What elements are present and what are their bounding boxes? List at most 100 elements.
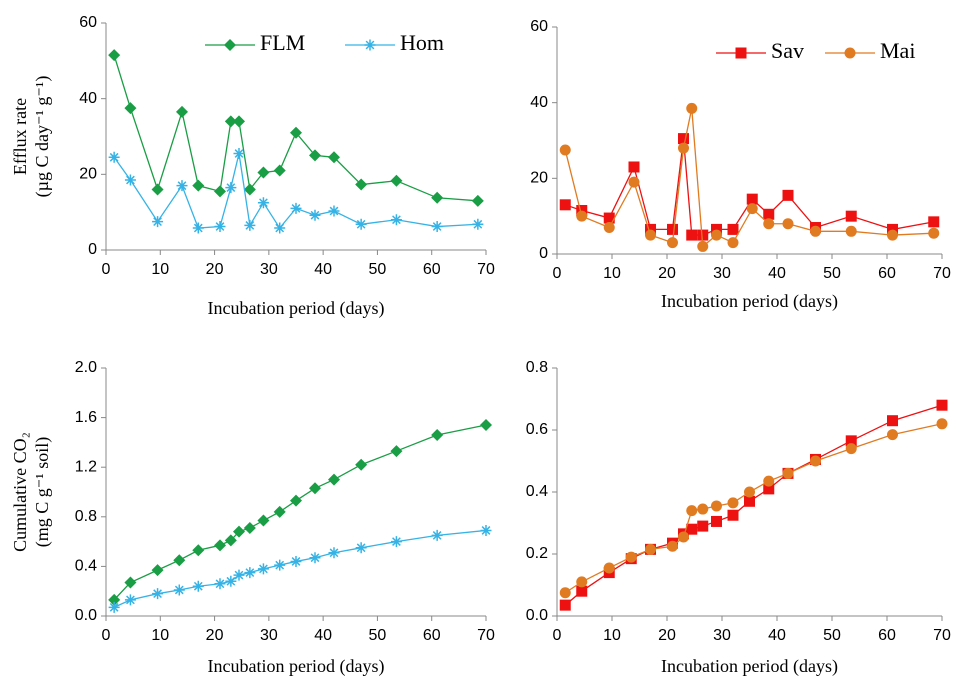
marker <box>124 576 137 589</box>
marker <box>559 144 571 156</box>
y-tick-label: 20 <box>530 170 548 187</box>
y-tick-label: 60 <box>530 18 548 35</box>
marker <box>152 216 164 228</box>
marker <box>782 189 794 201</box>
marker <box>559 199 571 211</box>
marker <box>887 223 898 235</box>
marker <box>192 179 205 192</box>
marker <box>176 180 188 192</box>
marker <box>152 588 164 600</box>
y-tick-label: 0.8 <box>75 508 97 525</box>
marker <box>625 551 637 563</box>
marker <box>108 151 120 163</box>
x-tick-label: 50 <box>369 261 387 278</box>
marker <box>124 174 136 186</box>
marker <box>645 543 656 555</box>
x-tick-label: 70 <box>933 265 951 282</box>
marker <box>727 223 739 235</box>
y-tick-label: 1.2 <box>75 458 97 475</box>
x-tick-label: 20 <box>206 261 224 278</box>
series-line <box>565 138 934 236</box>
x-tick-label: 10 <box>603 265 621 282</box>
marker <box>364 39 376 51</box>
marker <box>678 531 689 543</box>
x-axis-label: Incubation period (days) <box>661 656 838 677</box>
x-tick-label: 60 <box>423 261 441 278</box>
marker <box>645 229 656 241</box>
y-tick-label: 0.2 <box>526 545 548 562</box>
x-tick-label: 50 <box>823 627 841 644</box>
marker <box>328 151 340 164</box>
y-tick-label: 0 <box>539 245 548 262</box>
marker <box>151 183 164 196</box>
marker <box>390 536 402 548</box>
x-tick-label: 40 <box>768 627 786 644</box>
marker <box>744 486 755 498</box>
marker <box>124 102 137 115</box>
marker <box>431 428 444 441</box>
marker <box>845 435 857 447</box>
marker <box>697 240 709 252</box>
x-tick-label: 30 <box>260 261 278 278</box>
marker <box>576 204 588 216</box>
x-tick-label: 20 <box>658 627 676 644</box>
x-axis-label: Incubation period (days) <box>661 291 838 312</box>
marker <box>108 49 121 62</box>
marker <box>559 587 571 599</box>
marker <box>628 176 640 188</box>
marker <box>603 212 615 224</box>
marker <box>309 482 321 495</box>
x-tick-label: 10 <box>151 627 169 644</box>
marker <box>273 164 286 177</box>
marker <box>173 554 186 567</box>
marker <box>844 47 856 59</box>
x-axis-label: Incubation period (days) <box>208 656 385 677</box>
x-tick-label: 70 <box>477 627 495 644</box>
marker <box>257 563 269 575</box>
y-axis-label: Efflux rate <box>10 98 30 175</box>
marker <box>686 102 698 114</box>
marker <box>727 237 739 249</box>
marker <box>576 585 588 597</box>
marker <box>309 552 321 564</box>
marker <box>108 593 121 606</box>
marker <box>763 218 775 230</box>
marker <box>290 555 302 567</box>
marker <box>928 216 940 228</box>
x-tick-label: 40 <box>768 265 786 282</box>
marker <box>431 191 444 204</box>
marker <box>214 185 226 198</box>
marker <box>176 105 188 118</box>
marker <box>576 576 588 588</box>
marker <box>390 214 402 226</box>
marker <box>244 567 256 579</box>
marker <box>763 483 775 495</box>
y-tick-label: 40 <box>79 90 97 107</box>
marker <box>711 223 722 235</box>
x-tick-label: 0 <box>102 627 111 644</box>
marker <box>233 525 245 538</box>
marker <box>686 523 698 535</box>
x-tick-label: 50 <box>823 265 841 282</box>
y-tick-label: 0.8 <box>526 359 548 376</box>
marker <box>214 539 226 552</box>
marker <box>257 197 269 209</box>
marker <box>233 148 245 160</box>
marker <box>887 429 898 441</box>
series-line <box>113 424 487 601</box>
x-tick-label: 60 <box>423 627 441 644</box>
marker <box>678 133 689 145</box>
marker <box>192 222 204 234</box>
y-tick-label: 0 <box>88 241 97 258</box>
y-tick-label: 0.6 <box>526 421 548 438</box>
marker <box>697 503 709 515</box>
x-tick-label: 20 <box>658 265 676 282</box>
legend-label: Mai <box>880 38 915 63</box>
marker <box>273 505 286 518</box>
x-axis-label: Incubation period (days) <box>208 298 385 319</box>
marker <box>214 221 226 233</box>
marker <box>845 210 857 222</box>
y-tick-label: 20 <box>79 166 97 183</box>
marker <box>746 203 758 215</box>
marker <box>559 599 571 611</box>
